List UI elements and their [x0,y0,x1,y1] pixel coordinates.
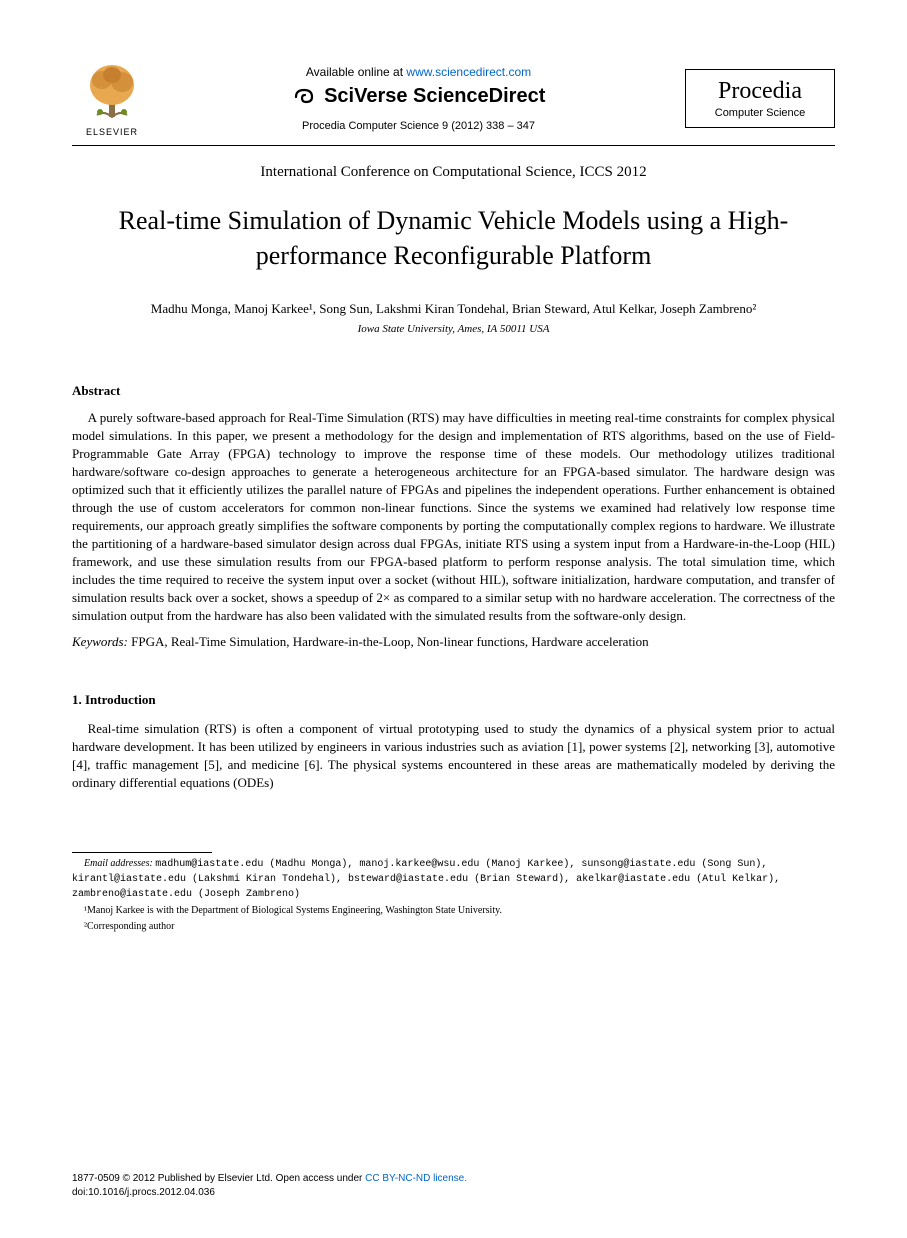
footnote-2: ²Corresponding author [72,920,835,934]
sciencedirect-link[interactable]: www.sciencedirect.com [406,65,531,79]
keywords-text: FPGA, Real-Time Simulation, Hardware-in-… [131,634,649,649]
keywords-line: Keywords: FPGA, Real-Time Simulation, Ha… [72,634,835,650]
emails-list: madhum@iastate.edu (Madhu Monga), manoj.… [72,859,780,900]
header-row: ELSEVIER Available online at www.science… [72,60,835,137]
keywords-label: Keywords: [72,634,128,649]
abstract-heading: Abstract [72,383,835,399]
cc-license-link[interactable]: CC BY-NC-ND license. [365,1173,467,1184]
section-1-text: Real-time simulation (RTS) is often a co… [72,720,835,792]
footnotes-block: Email addresses: madhum@iastate.edu (Mad… [72,857,835,934]
elsevier-tree-icon [82,60,142,125]
copyright-prefix: 1877-0509 © 2012 Published by Elsevier L… [72,1173,276,1184]
procedia-title: Procedia [700,78,820,105]
conference-name: International Conference on Computationa… [72,164,835,181]
paper-title: Real-time Simulation of Dynamic Vehicle … [72,203,835,273]
available-prefix: Available online at [306,65,407,79]
elsevier-logo-block: ELSEVIER [72,60,152,137]
page-footer: 1877-0509 © 2012 Published by Elsevier L… [72,1172,467,1200]
sciverse-swirl-icon [292,86,320,108]
authors-list: Madhu Monga, Manoj Karkee¹, Song Sun, La… [72,301,835,317]
available-online-text: Available online at www.sciencedirect.co… [152,65,685,79]
sciverse-brand-text: SciVerse ScienceDirect [324,85,545,107]
procedia-reference: Procedia Computer Science 9 (2012) 338 –… [152,120,685,132]
header-divider [72,145,835,146]
elsevier-label: ELSEVIER [86,127,138,137]
footnote-divider [72,852,212,853]
procedia-subtitle: Computer Science [700,107,820,119]
affiliation: Iowa State University, Ames, IA 50011 US… [72,323,835,335]
section-1-heading: 1. Introduction [72,692,835,708]
open-access-text: Open access under [276,1173,366,1184]
footnote-emails: Email addresses: madhum@iastate.edu (Mad… [72,857,835,902]
header-center: Available online at www.sciencedirect.co… [152,65,685,133]
abstract-text: A purely software-based approach for Rea… [72,409,835,624]
doi-line: doi:10.1016/j.procs.2012.04.036 [72,1186,467,1200]
sciverse-logo: SciVerse ScienceDirect [152,85,685,109]
footnote-1: ¹Manoj Karkee is with the Department of … [72,904,835,918]
emails-label: Email addresses: [84,858,153,869]
procedia-box: Procedia Computer Science [685,69,835,128]
copyright-line: 1877-0509 © 2012 Published by Elsevier L… [72,1172,467,1186]
